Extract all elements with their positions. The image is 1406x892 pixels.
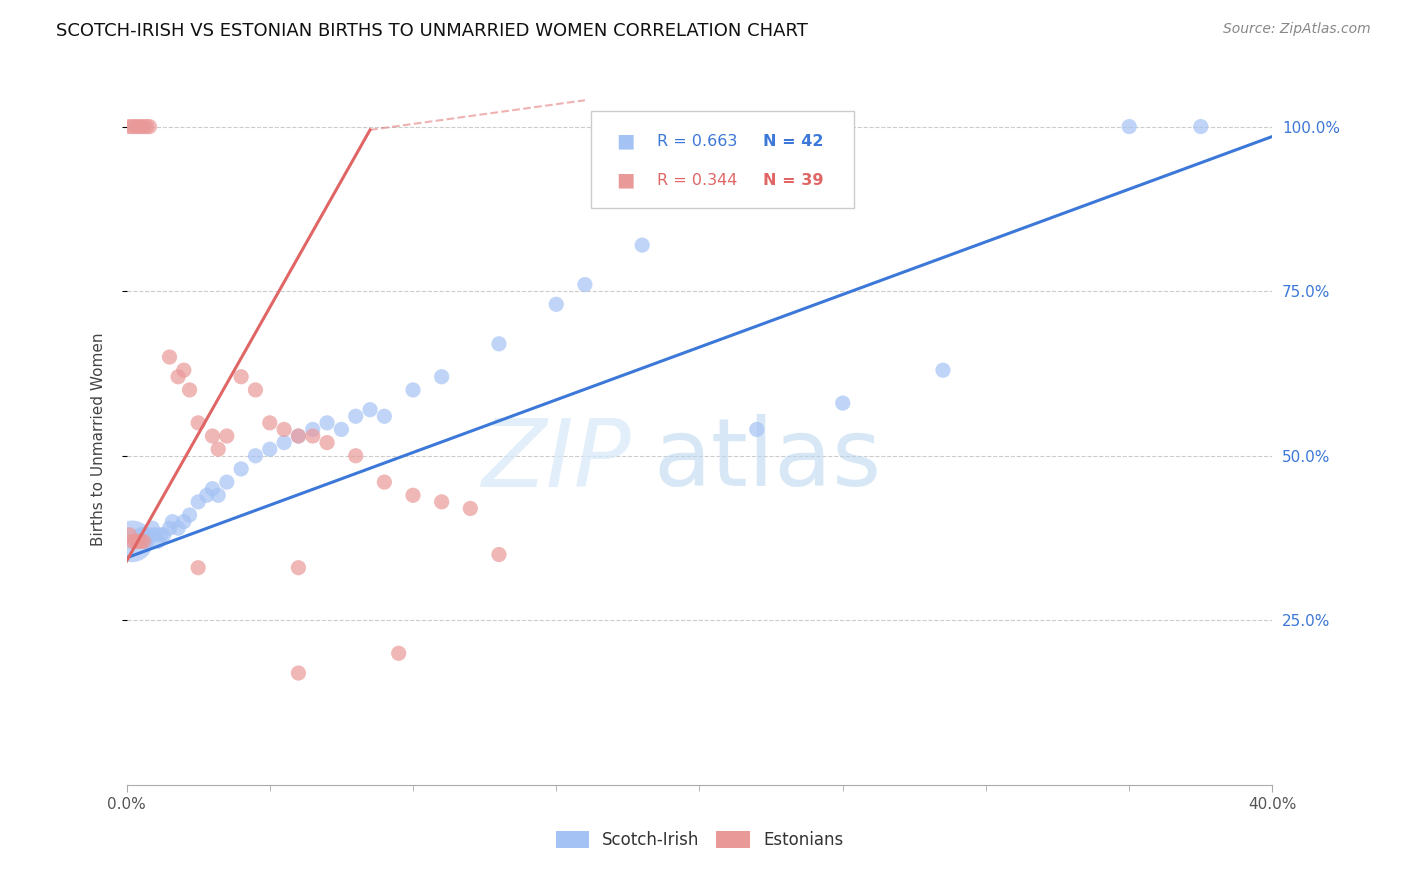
Point xyxy=(745,422,768,436)
Text: R = 0.663: R = 0.663 xyxy=(657,134,738,149)
Point xyxy=(207,442,229,457)
Point xyxy=(402,488,425,502)
Text: ■: ■ xyxy=(616,132,634,151)
Point xyxy=(179,508,201,522)
Point xyxy=(162,515,184,529)
Point xyxy=(132,120,155,134)
Point xyxy=(430,495,453,509)
Point xyxy=(135,120,157,134)
Point xyxy=(187,495,209,509)
Point xyxy=(316,435,339,450)
Point xyxy=(245,449,267,463)
Text: ZIP: ZIP xyxy=(481,415,631,506)
Text: N = 39: N = 39 xyxy=(762,172,823,187)
Point xyxy=(141,521,163,535)
Point xyxy=(430,369,453,384)
Point xyxy=(152,528,174,542)
Point xyxy=(201,482,224,496)
Text: N = 42: N = 42 xyxy=(762,134,823,149)
Point xyxy=(187,560,209,574)
Point xyxy=(173,515,195,529)
Point xyxy=(159,350,181,364)
Point xyxy=(932,363,955,377)
Point xyxy=(132,528,155,542)
Point xyxy=(127,534,149,549)
Point xyxy=(129,534,152,549)
Point xyxy=(195,488,218,502)
Text: R = 0.344: R = 0.344 xyxy=(657,172,738,187)
Point xyxy=(118,120,141,134)
Point xyxy=(488,548,510,562)
FancyBboxPatch shape xyxy=(591,111,855,208)
Point xyxy=(373,475,395,489)
Point xyxy=(458,501,481,516)
Text: Source: ZipAtlas.com: Source: ZipAtlas.com xyxy=(1223,22,1371,37)
Point xyxy=(259,442,281,457)
Point xyxy=(215,475,238,489)
Point xyxy=(259,416,281,430)
Point xyxy=(287,429,309,443)
Point xyxy=(167,369,190,384)
Point xyxy=(167,521,190,535)
Point xyxy=(215,429,238,443)
Point xyxy=(138,528,160,542)
Point xyxy=(287,429,309,443)
Point xyxy=(631,238,654,252)
Point xyxy=(287,666,309,681)
Point xyxy=(1118,120,1140,134)
Point xyxy=(574,277,596,292)
Point xyxy=(231,462,253,476)
Point xyxy=(146,534,169,549)
Point xyxy=(187,416,209,430)
Point xyxy=(121,534,143,549)
Point xyxy=(127,120,149,134)
Point xyxy=(173,363,195,377)
Point xyxy=(1189,120,1212,134)
Point xyxy=(121,120,143,134)
Point xyxy=(129,120,152,134)
Point xyxy=(207,488,229,502)
Point xyxy=(301,422,323,436)
Point xyxy=(124,120,146,134)
Y-axis label: Births to Unmarried Women: Births to Unmarried Women xyxy=(91,333,105,546)
Point xyxy=(301,429,323,443)
Text: ■: ■ xyxy=(616,170,634,190)
Point xyxy=(316,416,339,430)
Point xyxy=(273,435,295,450)
Point xyxy=(344,409,367,424)
Point xyxy=(330,422,353,436)
Point xyxy=(388,646,411,660)
Point xyxy=(546,297,568,311)
Point xyxy=(273,422,295,436)
Point xyxy=(287,560,309,574)
Text: atlas: atlas xyxy=(654,414,882,506)
Point xyxy=(402,383,425,397)
Point xyxy=(135,534,157,549)
Point xyxy=(373,409,395,424)
Point xyxy=(124,534,146,549)
Point xyxy=(201,429,224,443)
Point xyxy=(488,336,510,351)
Point xyxy=(132,534,155,549)
Text: SCOTCH-IRISH VS ESTONIAN BIRTHS TO UNMARRIED WOMEN CORRELATION CHART: SCOTCH-IRISH VS ESTONIAN BIRTHS TO UNMAR… xyxy=(56,22,808,40)
Point xyxy=(121,534,143,549)
Legend: Scotch-Irish, Estonians: Scotch-Irish, Estonians xyxy=(548,824,851,856)
Point xyxy=(245,383,267,397)
Point xyxy=(143,528,166,542)
Point xyxy=(159,521,181,535)
Point xyxy=(138,120,160,134)
Point xyxy=(149,528,172,542)
Point xyxy=(344,449,367,463)
Point xyxy=(231,369,253,384)
Point xyxy=(831,396,853,410)
Point xyxy=(179,383,201,397)
Point xyxy=(118,528,141,542)
Point xyxy=(129,528,152,542)
Point xyxy=(359,402,381,417)
